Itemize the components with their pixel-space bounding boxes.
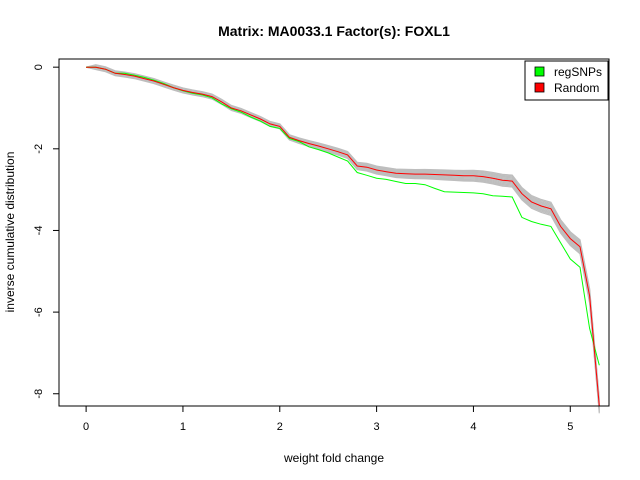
x-tick-label: 4: [470, 421, 476, 433]
legend-swatch-regsnps: [534, 66, 545, 77]
chart-title: Matrix: MA0033.1 Factor(s): FOXL1: [218, 23, 450, 39]
series-group: [86, 66, 600, 407]
y-tick-label: -8: [33, 389, 45, 399]
legend-label-regsnps: regSNPs: [554, 65, 602, 79]
y-tick-label: -4: [33, 226, 45, 236]
y-tick-label: -2: [33, 144, 45, 154]
x-tick-label: 5: [567, 421, 573, 433]
background-series-group: [85, 64, 600, 414]
series-line-random: [86, 66, 600, 407]
y-axis-label: inverse cumulative distribution: [3, 152, 17, 313]
x-tick-label: 3: [374, 421, 380, 433]
legend-label-random: Random: [554, 81, 599, 95]
y-tick-label: -6: [33, 307, 45, 317]
legend: regSNPs Random: [524, 60, 609, 101]
legend-swatch-random: [534, 82, 545, 93]
x-tick-label: 1: [180, 421, 186, 433]
background-series-line: [85, 64, 600, 399]
y-tick-label: 0: [33, 64, 45, 70]
x-tick-label: 2: [277, 421, 283, 433]
x-axis: 0 1 2 3 4 5: [83, 405, 573, 433]
y-axis: 0 -2 -4 -6 -8: [33, 64, 60, 399]
x-tick-label: 0: [83, 421, 89, 433]
legend-box: [524, 60, 609, 101]
x-axis-label: weight fold change: [283, 451, 384, 465]
